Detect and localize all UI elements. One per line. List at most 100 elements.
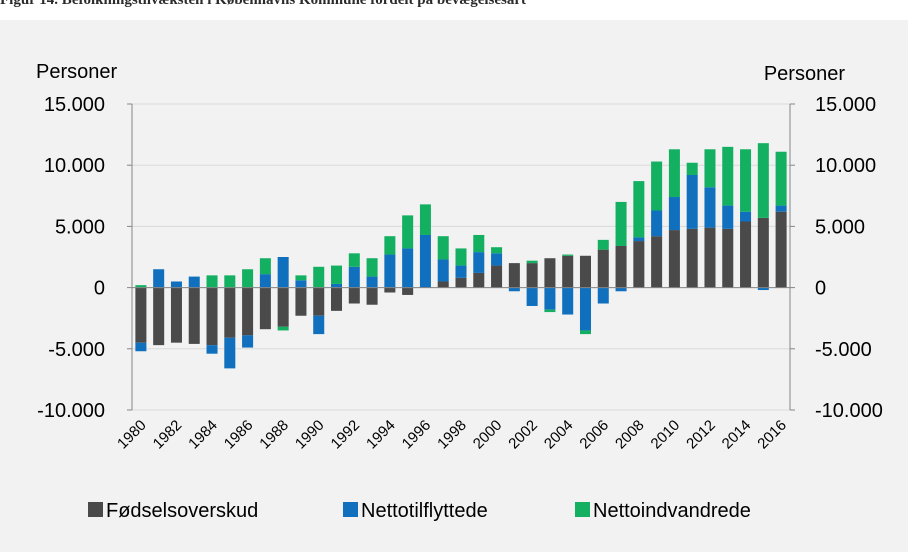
- y-tick-label: 15.000: [44, 94, 105, 116]
- bar: [170, 287, 182, 343]
- bar: [722, 228, 734, 288]
- y2-axis-label: Personer: [764, 63, 845, 85]
- bar: [437, 281, 449, 288]
- bar: [331, 287, 343, 311]
- bar: [188, 276, 200, 288]
- bar: [757, 143, 769, 218]
- bar: [615, 201, 627, 246]
- bar: [526, 263, 538, 288]
- bar: [597, 287, 609, 304]
- legend-label: Fødselsoverskud: [106, 500, 258, 522]
- bar: [740, 221, 752, 288]
- bar: [615, 287, 627, 292]
- bar: [402, 287, 414, 295]
- bar: [455, 265, 467, 278]
- bar: [206, 287, 218, 346]
- bar: [348, 253, 360, 267]
- bar: [455, 277, 467, 288]
- bar: [455, 248, 467, 266]
- bar: [544, 258, 556, 288]
- y2-tick-label: 5.000: [815, 216, 865, 238]
- bar: [473, 234, 485, 253]
- bar: [295, 275, 307, 281]
- legend-swatch: [575, 502, 590, 517]
- bar: [491, 247, 503, 254]
- bar: [740, 149, 752, 212]
- bar: [206, 345, 218, 354]
- bar: [437, 236, 449, 260]
- y-tick-label: -5.000: [48, 339, 105, 361]
- bar: [366, 258, 378, 277]
- bar: [579, 330, 591, 335]
- bar: [526, 260, 538, 264]
- bar: [419, 204, 431, 235]
- bar: [775, 211, 787, 288]
- bar: [668, 230, 680, 288]
- bar: [526, 287, 538, 306]
- bar: [722, 146, 734, 206]
- bar: [259, 258, 271, 275]
- bar: [597, 239, 609, 250]
- bar: [651, 236, 663, 288]
- bar: [491, 253, 503, 266]
- bar: [757, 217, 769, 288]
- bar: [757, 287, 769, 291]
- bar: [419, 234, 431, 288]
- bar: [508, 263, 520, 288]
- y-tick-label: 10.000: [44, 155, 105, 177]
- bar: [224, 337, 236, 369]
- y2-tick-label: -10.000: [815, 400, 883, 422]
- bar: [473, 252, 485, 273]
- y-tick-label: 0: [94, 278, 105, 300]
- bar: [348, 266, 360, 288]
- bar: [775, 151, 787, 206]
- bar: [295, 287, 307, 316]
- bar: [135, 287, 147, 343]
- bar: [402, 215, 414, 249]
- bar: [242, 287, 254, 336]
- bar: [562, 287, 574, 315]
- bar: [242, 335, 254, 348]
- bar: [633, 181, 645, 238]
- bar: [366, 287, 378, 305]
- y-axis-label: Personer: [36, 61, 117, 83]
- bar: [259, 274, 271, 288]
- bar: [704, 149, 716, 188]
- bar: [348, 287, 360, 304]
- bar: [384, 236, 396, 255]
- bar: [615, 245, 627, 288]
- legend-label: Nettoindvandrede: [593, 500, 751, 522]
- bar: [704, 187, 716, 228]
- bar: [366, 276, 378, 288]
- bar: [242, 269, 254, 288]
- bar: [544, 309, 556, 313]
- legend-label: Nettotilflyttede: [361, 500, 488, 522]
- bar: [384, 254, 396, 288]
- bar: [740, 211, 752, 222]
- y-tick-label: -10.000: [37, 400, 105, 422]
- bar: [224, 275, 236, 288]
- bar: [668, 149, 680, 198]
- bar: [651, 161, 663, 211]
- chart-title: Figur 14. Befolkningstilvæksten i Københ…: [0, 0, 526, 8]
- bar: [153, 287, 165, 346]
- y2-tick-label: 15.000: [815, 94, 876, 116]
- bar: [437, 259, 449, 282]
- bar: [686, 228, 698, 288]
- bar: [313, 287, 325, 316]
- bar: [491, 265, 503, 288]
- bar: [259, 287, 271, 330]
- bar: [170, 281, 182, 288]
- bar: [473, 272, 485, 288]
- bar: [277, 287, 289, 327]
- bar: [704, 227, 716, 288]
- bar: [651, 210, 663, 237]
- bar: [562, 255, 574, 288]
- bar: [295, 280, 307, 288]
- bar: [597, 249, 609, 288]
- bar: [508, 287, 520, 292]
- y-tick-label: 5.000: [55, 216, 105, 238]
- bar: [579, 255, 591, 288]
- bar: [313, 315, 325, 335]
